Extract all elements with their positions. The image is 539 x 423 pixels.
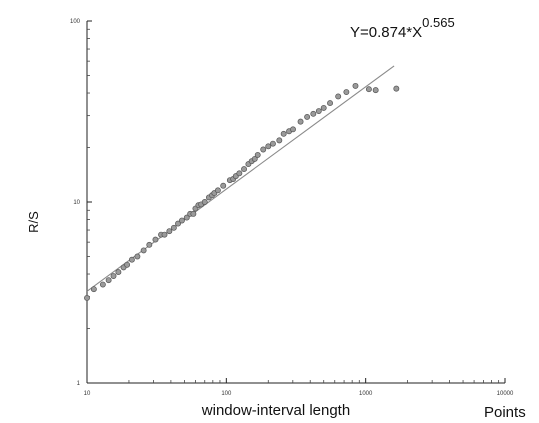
data-point	[214, 187, 221, 194]
data-point	[115, 269, 122, 276]
fit-equation-base: Y=0.874*X	[350, 24, 422, 41]
data-point	[320, 104, 327, 111]
data-point	[84, 295, 90, 301]
data-point	[269, 140, 276, 147]
data-point	[251, 155, 258, 162]
data-point	[343, 89, 350, 96]
data-point	[110, 273, 117, 279]
data-point	[175, 220, 181, 227]
data-point	[128, 256, 135, 263]
data-point	[393, 85, 400, 92]
data-point	[315, 108, 322, 115]
data-point	[297, 118, 304, 125]
data-point	[365, 86, 372, 93]
data-point	[310, 110, 317, 117]
data-point	[236, 170, 243, 177]
data-point	[265, 143, 272, 150]
data-point	[260, 146, 267, 153]
data-point	[241, 166, 247, 173]
data-point	[166, 228, 173, 235]
data-point	[190, 210, 197, 217]
data-point	[220, 182, 227, 189]
data-point	[276, 137, 283, 144]
data-point	[183, 214, 190, 221]
y-axis-title: R/S	[26, 211, 41, 233]
data-point	[124, 261, 131, 268]
data-point	[254, 151, 261, 158]
axes	[86, 21, 505, 384]
x-tick-label: 10000	[497, 391, 514, 397]
data-point	[327, 100, 333, 107]
data-point	[90, 286, 97, 293]
data-point	[372, 87, 379, 94]
x-unit-label: Points	[484, 404, 526, 421]
data-point	[134, 253, 141, 260]
data-point	[105, 277, 112, 284]
x-tick-label: 100	[221, 391, 232, 397]
data-point	[201, 199, 208, 205]
y-tick-label: 10	[73, 200, 80, 206]
data-point	[146, 241, 153, 248]
data-points	[84, 82, 400, 301]
data-point	[335, 93, 342, 100]
x-tick-label: 1000	[359, 391, 373, 397]
axis-ticks	[86, 20, 506, 384]
data-point	[99, 281, 106, 288]
data-point	[178, 217, 185, 224]
y-tick-label: 1	[77, 381, 81, 387]
data-point	[140, 247, 147, 254]
x-axis-title: window-interval length	[201, 402, 350, 419]
data-point	[352, 82, 359, 89]
data-point	[170, 224, 177, 231]
data-point	[152, 236, 159, 243]
data-point	[161, 231, 168, 238]
x-tick-label: 10	[84, 391, 91, 397]
data-point	[280, 130, 287, 137]
data-point	[290, 126, 296, 133]
fit-equation: Y=0.874*X0.565	[350, 15, 455, 41]
fit-equation-exponent: 0.565	[422, 15, 455, 30]
data-point	[304, 114, 311, 120]
y-tick-label: 100	[70, 19, 81, 25]
